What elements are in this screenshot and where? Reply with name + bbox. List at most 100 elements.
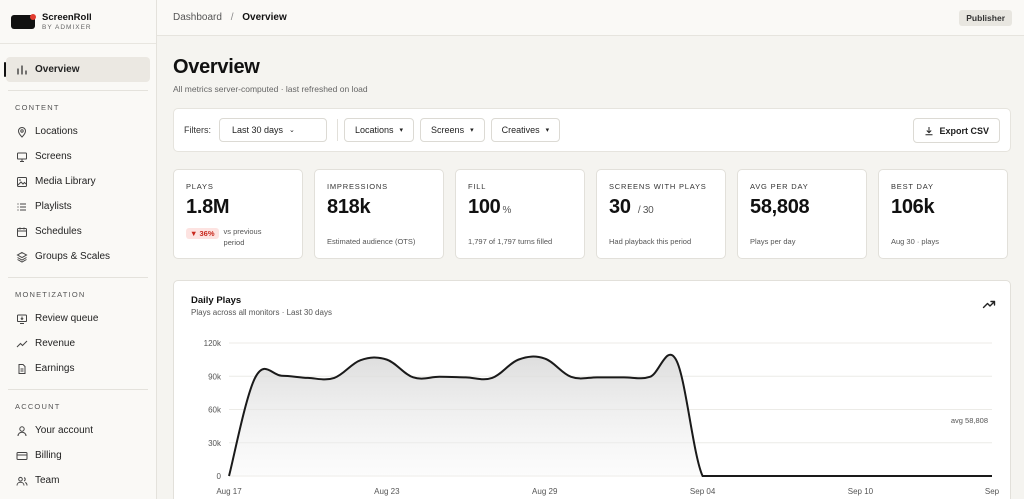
filter-label: Filters: — [184, 125, 211, 135]
sidebar-item-revenue[interactable]: Revenue — [0, 331, 156, 356]
brand-sub: BY ADMIXER — [42, 23, 92, 31]
sidebar-item-review-queue[interactable]: Review queue — [0, 306, 156, 331]
screens-select-value: Screens — [431, 125, 465, 135]
section-label-monetization: MONETIZATION — [15, 290, 86, 299]
creatives-select-value: Creatives — [501, 125, 540, 135]
stat-unit: % — [502, 205, 512, 216]
breadcrumb-current: Overview — [242, 12, 287, 23]
stat-value: 58,808 — [750, 196, 810, 218]
role-badge: Publisher — [959, 10, 1012, 26]
trend-icon — [16, 338, 28, 350]
calendar-icon — [16, 226, 28, 238]
monitor-icon — [16, 151, 28, 163]
caret-down-icon: ▾ — [545, 127, 550, 134]
x-tick-label: Sep 04 — [690, 487, 716, 496]
stat-note: vs previous period — [223, 227, 262, 247]
sidebar-item-overview[interactable]: Overview — [4, 57, 150, 82]
brand-logo-icon — [11, 13, 36, 29]
stat-card-plays: PLAYS 1.8M ▼ 36% vs previous period — [173, 169, 303, 259]
list-icon — [16, 201, 28, 213]
card-icon — [16, 450, 28, 462]
divider — [8, 277, 148, 278]
main-content: Overview All metrics server-computed · l… — [173, 36, 1011, 499]
user-icon — [16, 425, 28, 437]
stat-cards: PLAYS 1.8M ▼ 36% vs previous period IMPR… — [173, 169, 1011, 259]
stat-card-screens-with-plays: SCREENS WITH PLAYS 30 / 30 Had playback … — [596, 169, 726, 259]
review-icon — [16, 313, 28, 325]
stat-value-wrap: 100% — [468, 196, 572, 219]
stat-delta: ▼ 36% vs previous period — [186, 226, 279, 248]
export-csv-label: Export CSV — [939, 125, 989, 136]
stat-note: Estimated audience (OTS) — [327, 237, 416, 246]
y-tick-label: 60k — [208, 406, 222, 415]
period-select[interactable]: Last 30 days ⌄ — [219, 118, 327, 142]
sidebar-item-billing[interactable]: Billing — [0, 443, 156, 468]
sidebar-item-label: Playlists — [35, 201, 72, 212]
stat-card-impressions: IMPRESSIONS 818k Estimated audience (OTS… — [314, 169, 444, 259]
sidebar-item-locations[interactable]: Locations — [0, 119, 156, 144]
sidebar-item-your-account[interactable]: Your account — [0, 418, 156, 443]
sidebar-item-label: Groups & Scales — [35, 251, 111, 262]
locations-select[interactable]: Locations ▾ — [344, 118, 415, 142]
section-label-content: CONTENT — [15, 103, 60, 112]
export-csv-button[interactable]: Export CSV — [913, 118, 1000, 143]
sidebar-item-playlists[interactable]: Playlists — [0, 194, 156, 219]
topbar: Dashboard / Overview Publisher — [157, 0, 1024, 36]
divider — [8, 389, 148, 390]
stat-label: IMPRESSIONS — [327, 182, 388, 191]
period-select-value: Last 30 days — [232, 125, 284, 135]
page-title: Overview — [173, 56, 260, 78]
caret-down-icon: ▾ — [470, 127, 474, 134]
stat-note: Had playback this period — [609, 237, 692, 246]
page-subtitle: All metrics server-computed · last refre… — [173, 84, 368, 94]
stat-label: SCREENS WITH PLAYS — [609, 182, 707, 191]
stat-label: BEST DAY — [891, 182, 934, 191]
stat-label: AVG PER DAY — [750, 182, 809, 191]
filter-bar: Filters: Last 30 days ⌄ Locations ▾ Scre… — [173, 108, 1011, 152]
stat-value: 818k — [327, 196, 371, 218]
brand[interactable]: ScreenRoll BY ADMIXER — [0, 0, 156, 44]
chevron-down-icon: ⌄ — [289, 127, 295, 134]
stat-value: 106k — [891, 196, 935, 218]
stat-card-fill: FILL 100% 1,797 of 1,797 turns filled — [455, 169, 585, 259]
team-icon — [16, 475, 28, 487]
sidebar-item-earnings[interactable]: Earnings — [0, 356, 156, 381]
bar-chart-icon — [16, 64, 28, 76]
location-pin-icon — [16, 126, 28, 138]
y-tick-label: 0 — [217, 472, 222, 481]
breadcrumb-root[interactable]: Dashboard — [173, 12, 222, 23]
document-icon — [16, 363, 28, 375]
creatives-select[interactable]: Creatives ▾ — [490, 118, 561, 142]
y-tick-label: 30k — [208, 439, 222, 448]
sidebar-item-label: Overview — [35, 64, 80, 75]
sidebar-item-media-library[interactable]: Media Library — [0, 169, 156, 194]
sidebar-item-label: Screens — [35, 151, 72, 162]
sidebar-item-label: Schedules — [35, 226, 82, 237]
stat-value: 1.8M — [186, 196, 230, 218]
stat-card-best-day: BEST DAY 106k Aug 30 · plays — [878, 169, 1008, 259]
sidebar-item-label: Billing — [35, 450, 62, 461]
locations-select-value: Locations — [355, 125, 394, 135]
chart-title: Daily Plays — [191, 295, 242, 306]
sidebar-item-schedules[interactable]: Schedules — [0, 219, 156, 244]
avg-label: avg 58,808 — [951, 416, 988, 425]
screens-select[interactable]: Screens ▾ — [420, 118, 485, 142]
y-tick-label: 120k — [204, 339, 222, 348]
stat-value: 30 — [609, 196, 631, 218]
breadcrumb-separator: / — [230, 12, 234, 23]
y-tick-label: 90k — [208, 372, 222, 381]
sidebar-item-label: Locations — [35, 126, 78, 137]
stat-label: FILL — [468, 182, 487, 191]
stat-note: Aug 30 · plays — [891, 237, 939, 246]
sidebar-item-groups-scales[interactable]: Groups & Scales — [0, 244, 156, 269]
x-tick-label: Aug 17 — [216, 487, 242, 496]
sidebar-item-team[interactable]: Team — [0, 468, 156, 493]
image-icon — [16, 176, 28, 188]
sidebar-item-screens[interactable]: Screens — [0, 144, 156, 169]
trend-up-icon[interactable] — [982, 297, 996, 311]
brand-name: ScreenRoll — [42, 11, 92, 23]
section-label-account: ACCOUNT — [15, 402, 61, 411]
stat-card-avg-per-day: AVG PER DAY 58,808 Plays per day — [737, 169, 867, 259]
filter-divider — [337, 119, 338, 141]
chart-subtitle: Plays across all monitors · Last 30 days — [191, 308, 332, 317]
